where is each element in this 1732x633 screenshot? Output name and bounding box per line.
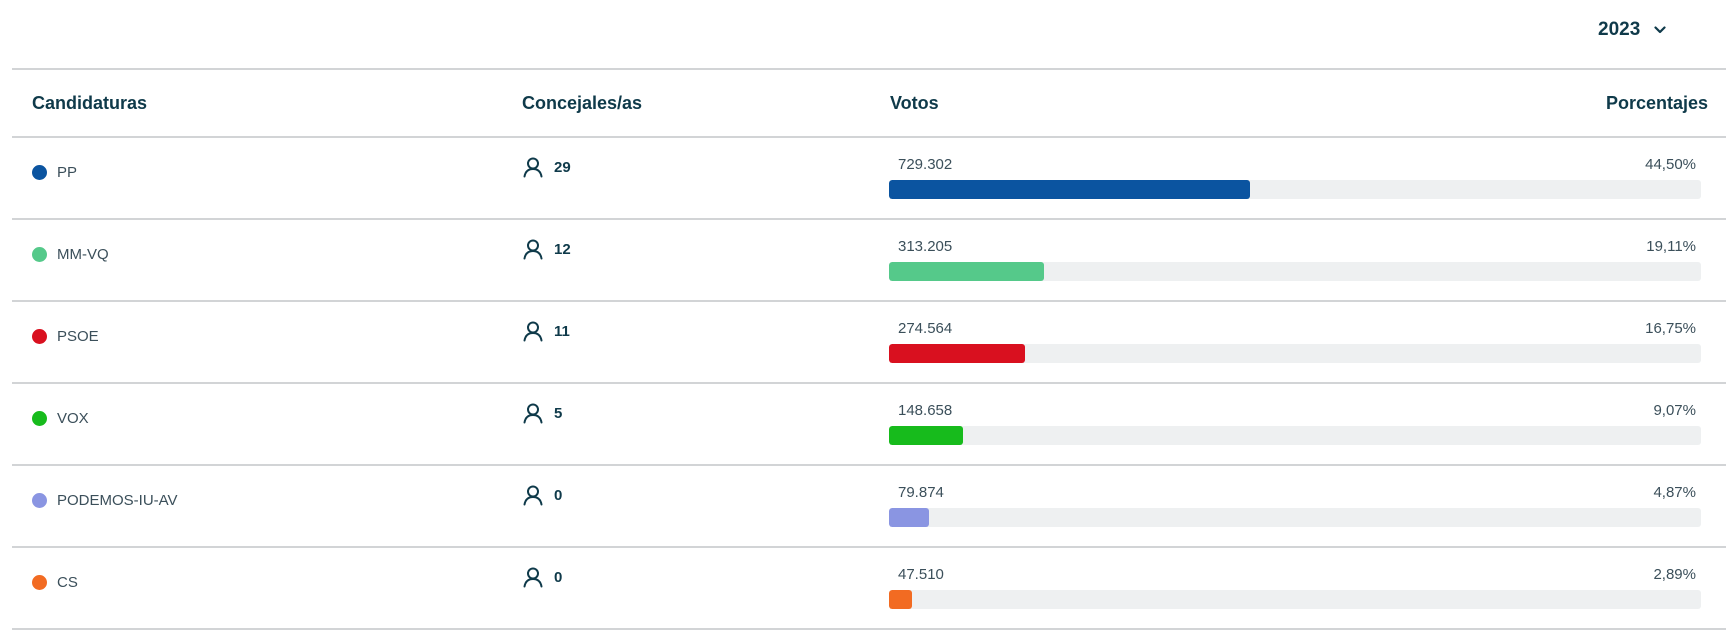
party-name: VOX: [57, 410, 89, 427]
vote-bar-track: [889, 426, 1701, 445]
party-cell: CS: [32, 574, 78, 591]
table-row: PSOE 11 274.564 16,75%: [12, 302, 1726, 384]
party-name: PODEMOS-IU-AV: [57, 492, 178, 509]
party-name: MM-VQ: [57, 246, 109, 263]
vote-bar-track: [889, 262, 1701, 281]
party-name: PSOE: [57, 328, 99, 345]
header-candidaturas: Candidaturas: [32, 93, 148, 113]
votes-count: 79.874: [898, 484, 944, 501]
table-header: Candidaturas Concejales/as Votos Porcent…: [12, 68, 1726, 138]
user-icon: [523, 157, 543, 178]
vote-percentage: 2,89%: [1653, 566, 1696, 583]
vote-bar-fill: [889, 590, 913, 609]
vote-bar-fill: [889, 180, 1251, 199]
results-table: Candidaturas Concejales/as Votos Porcent…: [12, 68, 1726, 630]
party-color-dot: [32, 493, 47, 508]
vote-bar-track: [889, 344, 1701, 363]
table-row: MM-VQ 12 313.205 19,11%: [12, 220, 1726, 302]
vote-percentage: 16,75%: [1645, 320, 1696, 337]
seats-count: 12: [554, 240, 571, 258]
party-cell: VOX: [32, 410, 89, 427]
vote-bar-track: [889, 508, 1701, 527]
party-color-dot: [32, 165, 47, 180]
year-dropdown[interactable]: 2023: [1598, 16, 1666, 44]
seats-cell: 0: [522, 484, 562, 506]
table-row: CS 0 47.510 2,89%: [12, 548, 1726, 630]
party-color-dot: [32, 247, 47, 262]
party-cell: MM-VQ: [32, 246, 109, 263]
header-votos: Votos: [890, 93, 939, 113]
vote-bar-fill: [889, 426, 963, 445]
vote-percentage: 9,07%: [1653, 402, 1696, 419]
vote-bar-fill: [889, 344, 1025, 363]
party-name: CS: [57, 574, 78, 591]
votes-count: 729.302: [898, 156, 953, 173]
party-cell: PSOE: [32, 328, 99, 345]
seats-cell: 29: [522, 156, 571, 178]
header-porcentajes: Porcentajes: [1605, 93, 1708, 113]
vote-percentage: 44,50%: [1645, 156, 1696, 173]
vote-percentage: 4,87%: [1653, 484, 1696, 501]
votes-count: 148.658: [898, 402, 953, 419]
seats-cell: 11: [522, 320, 570, 342]
vote-percentage: 19,11%: [1646, 238, 1696, 255]
party-cell: PODEMOS-IU-AV: [32, 492, 178, 509]
seats-count: 0: [554, 568, 563, 586]
party-color-dot: [32, 575, 47, 590]
user-icon: [523, 485, 543, 506]
vote-bar-track: [889, 180, 1701, 199]
seats-count: 0: [554, 486, 563, 504]
seats-cell: 12: [522, 238, 571, 260]
seats-cell: 0: [522, 566, 562, 588]
votes-count: 47.510: [898, 566, 944, 583]
party-color-dot: [32, 329, 47, 344]
party-color-dot: [32, 411, 47, 426]
vote-bar-fill: [889, 262, 1045, 281]
seats-count: 29: [554, 158, 571, 176]
table-row: PP 29 729.302 44,50%: [12, 138, 1726, 220]
seats-count: 11: [554, 322, 570, 340]
vote-bar-fill: [889, 508, 929, 527]
votes-count: 274.564: [898, 320, 953, 337]
user-icon: [523, 239, 543, 260]
seats-count: 5: [554, 404, 563, 422]
table-row: PODEMOS-IU-AV 0 79.874 4,87%: [12, 466, 1726, 548]
chevron-down-icon: [1654, 26, 1666, 34]
user-icon: [523, 403, 543, 424]
header-concejales: Concejales/as: [522, 93, 643, 113]
seats-cell: 5: [522, 402, 562, 424]
table-body: PP 29 729.302 44,50% MM-VQ 12 313.205 19,11% PSO…: [12, 138, 1726, 630]
party-name: PP: [57, 164, 78, 181]
year-value: 2023: [1598, 19, 1641, 40]
user-icon: [523, 321, 543, 342]
user-icon: [523, 567, 543, 588]
votes-count: 313.205: [898, 238, 953, 255]
party-cell: PP: [32, 164, 77, 181]
table-row: VOX 5 148.658 9,07%: [12, 384, 1726, 466]
vote-bar-track: [889, 590, 1701, 609]
